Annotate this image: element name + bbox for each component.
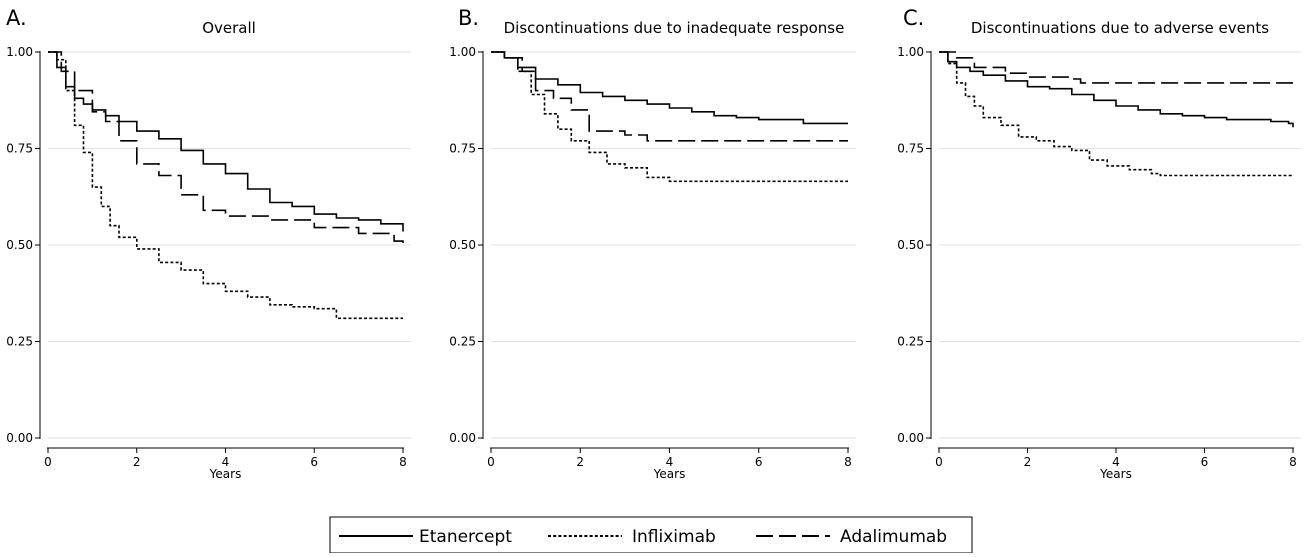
y-tick-label: 0.00 xyxy=(6,431,33,445)
series-line-infliximab xyxy=(48,52,403,318)
series-line-etanercept xyxy=(48,52,403,232)
legend-label-infliximab: Infliximab xyxy=(632,527,716,547)
legend-label-adalimumab: Adalimumab xyxy=(840,527,947,547)
x-tick-label: 0 xyxy=(44,455,52,469)
panel-title: Overall xyxy=(202,19,256,37)
series-line-adalimumab xyxy=(939,52,1293,83)
series-line-etanercept xyxy=(939,52,1293,127)
x-tick-label: 6 xyxy=(755,455,763,469)
x-tick-label: 8 xyxy=(399,455,407,469)
panel-letter: C. xyxy=(903,6,924,30)
x-tick-label: 6 xyxy=(1201,455,1209,469)
y-tick-label: 0.75 xyxy=(6,142,33,156)
y-tick-label: 0.25 xyxy=(449,335,476,349)
y-tick-label: 0.75 xyxy=(449,142,476,156)
x-tick-label: 0 xyxy=(935,455,943,469)
y-tick-label: 0.75 xyxy=(897,142,924,156)
y-tick-label: 0.50 xyxy=(6,238,33,252)
x-tick-label: 2 xyxy=(1024,455,1032,469)
panel-letter: B. xyxy=(458,6,479,30)
x-tick-label: 0 xyxy=(487,455,495,469)
y-tick-label: 0.25 xyxy=(6,335,33,349)
legend-label-etanercept: Etanercept xyxy=(419,527,512,547)
panel-title: Discontinuations due to inadequate respo… xyxy=(504,19,845,37)
x-axis-label: Years xyxy=(653,467,686,481)
x-tick-label: 8 xyxy=(1289,455,1297,469)
x-tick-label: 8 xyxy=(844,455,852,469)
y-tick-label: 1.00 xyxy=(449,45,476,59)
x-tick-label: 2 xyxy=(133,455,141,469)
y-tick-label: 0.50 xyxy=(897,238,924,252)
series-line-infliximab xyxy=(939,52,1293,176)
y-tick-label: 1.00 xyxy=(6,45,33,59)
series-line-etanercept xyxy=(491,52,848,123)
x-tick-label: 6 xyxy=(310,455,318,469)
y-tick-label: 0.50 xyxy=(449,238,476,252)
series-line-infliximab xyxy=(491,52,848,181)
y-tick-label: 0.25 xyxy=(897,335,924,349)
y-tick-label: 0.00 xyxy=(897,431,924,445)
y-tick-label: 0.00 xyxy=(449,431,476,445)
series-line-adalimumab xyxy=(491,52,848,141)
y-tick-label: 1.00 xyxy=(897,45,924,59)
x-tick-label: 2 xyxy=(576,455,584,469)
series-line-adalimumab xyxy=(48,52,403,249)
panel-title: Discontinuations due to adverse events xyxy=(971,19,1269,37)
x-axis-label: Years xyxy=(209,467,242,481)
panel-letter: A. xyxy=(6,6,27,30)
x-axis-label: Years xyxy=(1099,467,1132,481)
